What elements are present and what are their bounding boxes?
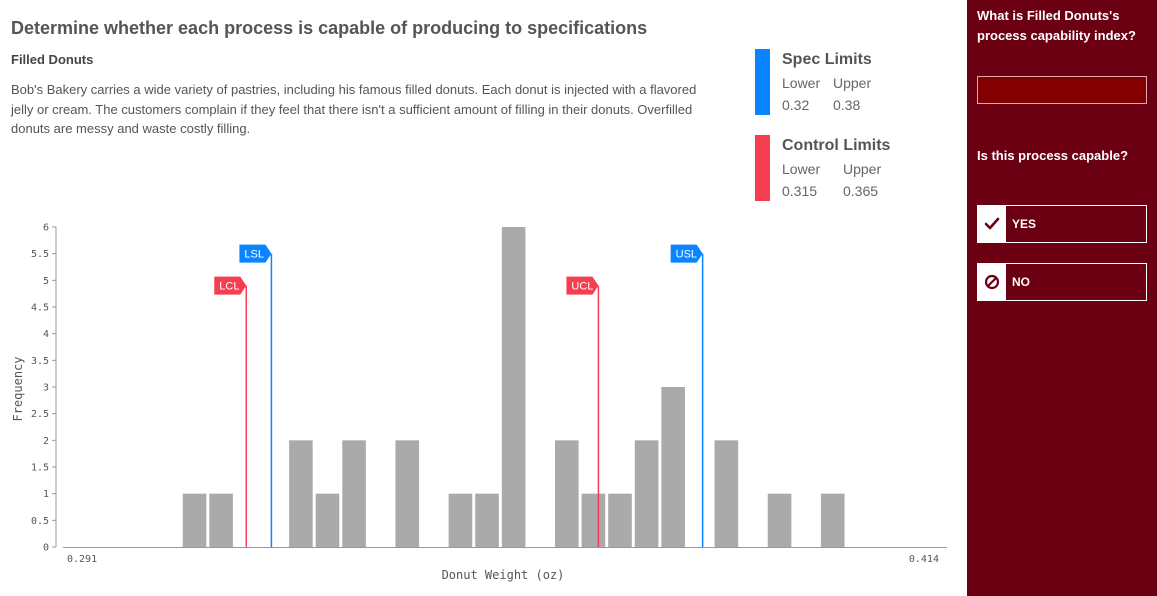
- lcl-flag: [214, 276, 247, 295]
- histogram-bar: [501, 227, 526, 547]
- control-limits-color-bar: [755, 135, 770, 201]
- y-tick-label: 5: [43, 276, 49, 287]
- y-axis-title: Frequency: [11, 356, 25, 421]
- histogram-bar: [289, 440, 313, 547]
- no-option[interactable]: NO: [977, 263, 1147, 301]
- y-tick-label: 3: [43, 383, 49, 394]
- yes-option[interactable]: YES: [977, 205, 1147, 243]
- check-icon: [978, 206, 1006, 242]
- usl-flag: [670, 244, 703, 263]
- usl-flag-label: USL: [676, 249, 697, 261]
- y-axis: 0 0.5 1 1.5 2 2.5 3 3.5 4 4.5 5 5.5 6: [31, 223, 57, 554]
- y-tick-label: 4: [43, 329, 49, 340]
- yes-option-label: YES: [1012, 217, 1037, 231]
- histogram-bar: [661, 387, 685, 547]
- spec-limits-legend: Spec Limits Lower Upper 0.32 0.38: [755, 49, 945, 115]
- histogram-bar: [475, 493, 499, 547]
- ucl-flag: [566, 276, 599, 295]
- y-tick-label: 1.5: [31, 463, 49, 474]
- spec-upper-value: 0.38: [833, 97, 861, 113]
- lsl-flag: [239, 244, 272, 263]
- ucl-flag-label: UCL: [571, 281, 593, 293]
- y-tick-label: 2: [43, 436, 49, 447]
- histogram-bar: [608, 493, 632, 547]
- control-lower-value: 0.315: [782, 183, 818, 199]
- control-limits-legend: Control Limits Lower Upper 0.315 0.365: [755, 135, 945, 201]
- control-limits-title: Control Limits: [782, 137, 891, 154]
- histogram-bar: [448, 493, 473, 547]
- histogram-bar: [634, 440, 659, 547]
- x-tick-max: 0.414: [909, 554, 939, 565]
- limit-lines: LSL USL LCL UCL: [214, 244, 704, 547]
- y-tick-label: 1: [43, 489, 49, 500]
- spec-upper-label: Upper: [833, 75, 872, 91]
- y-tick-label: 2.5: [31, 409, 49, 420]
- histogram-bar: [395, 440, 420, 547]
- y-tick-label: 4.5: [31, 303, 49, 314]
- lcl-flag-label: LCL: [219, 281, 239, 293]
- y-tick-label: 6: [43, 223, 49, 234]
- x-axis-title: Donut Weight (oz): [442, 568, 565, 582]
- control-upper-value: 0.365: [843, 183, 879, 199]
- histogram-bar: [581, 493, 606, 547]
- y-tick-label: 0: [43, 543, 49, 554]
- y-tick-label: 3.5: [31, 356, 49, 367]
- histogram-chart: 0 0.5 1 1.5 2 2.5 3 3.5 4 4.5 5 5.5 6 LSL USL LCL UCL 0…: [11, 223, 947, 582]
- question-sidebar: What is Filled Donuts's process capabili…: [967, 0, 1157, 596]
- spec-lower-label: Lower: [782, 75, 821, 91]
- y-tick-label: 5.5: [31, 249, 49, 260]
- control-upper-label: Upper: [843, 161, 882, 177]
- x-tick-min: 0.291: [67, 554, 97, 565]
- process-name: Filled Donuts: [11, 52, 94, 67]
- histogram-bar: [714, 440, 739, 547]
- page-title: Determine whether each process is capabl…: [11, 18, 648, 38]
- no-icon: [978, 264, 1006, 300]
- control-lower-label: Lower: [782, 161, 821, 177]
- spec-lower-value: 0.32: [782, 97, 810, 113]
- y-tick-label: 0.5: [31, 516, 49, 527]
- histogram-bar: [315, 493, 340, 547]
- capable-question: Is this process capable?: [977, 148, 1129, 163]
- capability-index-question: What is Filled Donuts's process capabili…: [977, 8, 1136, 43]
- process-description: Bob's Bakery carries a wide variety of p…: [11, 82, 697, 136]
- spec-limits-title: Spec Limits: [782, 51, 872, 68]
- histogram-bar: [555, 440, 579, 547]
- main-panel: Determine whether each process is capabl…: [11, 18, 947, 582]
- histogram-bars: [182, 227, 845, 547]
- lsl-flag-label: LSL: [244, 249, 264, 261]
- capability-index-input[interactable]: [977, 76, 1147, 104]
- no-option-label: NO: [1012, 275, 1030, 289]
- spec-limits-color-bar: [755, 49, 770, 115]
- histogram-bar: [209, 493, 233, 547]
- histogram-bar: [767, 493, 792, 547]
- histogram-bar: [820, 493, 845, 547]
- histogram-bar: [182, 493, 207, 547]
- histogram-bar: [342, 440, 366, 547]
